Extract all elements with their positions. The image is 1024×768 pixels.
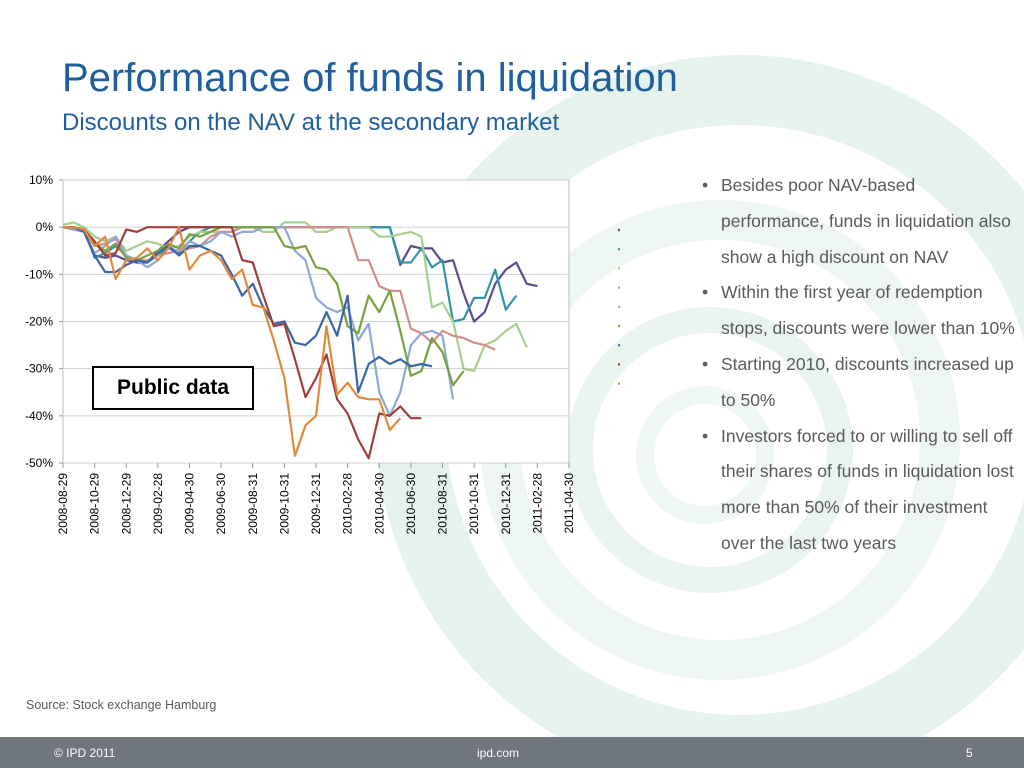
bullet-text: Investors forced to or willing to sell o… — [721, 425, 1014, 553]
footer-page-number: 5 — [966, 746, 973, 760]
slide-title: Performance of funds in liquidation — [62, 56, 678, 100]
x-tick-label: 2010-02-28 — [341, 473, 355, 535]
bullet-dot-icon: • — [702, 175, 709, 195]
x-tick-label: 2010-06-30 — [404, 473, 418, 535]
footer-website-link[interactable]: ipd.com — [477, 746, 520, 760]
bullet-dot-icon: • — [702, 425, 709, 446]
bullet-text: Within the first year of redemption stop… — [721, 282, 1015, 339]
series-line — [63, 226, 402, 457]
bullet-item: • Besides poor NAV-based performance, fun… — [700, 168, 1020, 275]
x-tick-label: 2009-06-30 — [214, 473, 228, 535]
y-tick-label: -10% — [25, 267, 53, 281]
public-data-badge: Public data — [92, 366, 254, 410]
x-tick-label: 2009-02-28 — [151, 473, 165, 535]
x-tick-label: 2008-12-29 — [119, 473, 133, 535]
bullet-list: • Besides poor NAV-based performance, fun… — [700, 168, 1020, 562]
series-line — [63, 226, 422, 460]
y-tick-label: -30% — [25, 362, 53, 376]
y-tick-label: 0% — [36, 220, 54, 234]
line-chart: 10% 0% -10% -20% -30% -40% -50%2008-08-29 2008-… — [25, 173, 620, 535]
bullet-text: Starting 2010, discounts increased up to… — [721, 353, 1014, 410]
x-tick-label: 2009-04-30 — [183, 473, 197, 535]
bullet-item: • Investors forced to or willing to sell … — [700, 419, 1020, 562]
source-note: Source: Stock exchange Hamburg — [26, 698, 217, 712]
series-line — [62, 221, 528, 373]
y-tick-label: -20% — [25, 315, 53, 329]
bullet-dot-icon: • — [702, 353, 709, 374]
x-tick-label: 2010-12-31 — [499, 473, 513, 535]
x-tick-label: 2010-08-31 — [436, 473, 450, 535]
bullet-dot-icon: • — [702, 282, 709, 303]
footer-copyright: © IPD 2011 — [54, 746, 116, 760]
x-tick-label: 2010-04-30 — [372, 473, 386, 535]
y-tick-label: -50% — [25, 456, 53, 470]
x-tick-label: 2009-10-31 — [277, 473, 291, 535]
x-tick-label: 2009-08-31 — [246, 473, 260, 535]
slide-subtitle: Discounts on the NAV at the secondary ma… — [62, 109, 560, 136]
x-tick-label: 2009-12-31 — [309, 473, 323, 535]
footer-bar: © IPD 2011 ipd.com 5 — [0, 737, 1024, 768]
bullet-item: • Starting 2010, discounts increased up t… — [700, 347, 1020, 419]
x-tick-label: 2011-04-30 — [562, 473, 576, 534]
x-tick-label: 2008-08-29 — [56, 473, 70, 535]
x-tick-label: 2008-10-29 — [88, 473, 102, 535]
x-tick-label: 2010-10-31 — [467, 473, 481, 535]
x-tick-label: 2011-02-28 — [530, 473, 544, 534]
y-tick-label: -40% — [25, 409, 53, 423]
y-tick-label: 10% — [29, 173, 53, 187]
series-line — [62, 226, 455, 417]
bullet-item: • Within the first year of redemption sto… — [700, 275, 1020, 347]
bullet-text: Besides poor NAV-based performance, fund… — [721, 175, 1011, 267]
